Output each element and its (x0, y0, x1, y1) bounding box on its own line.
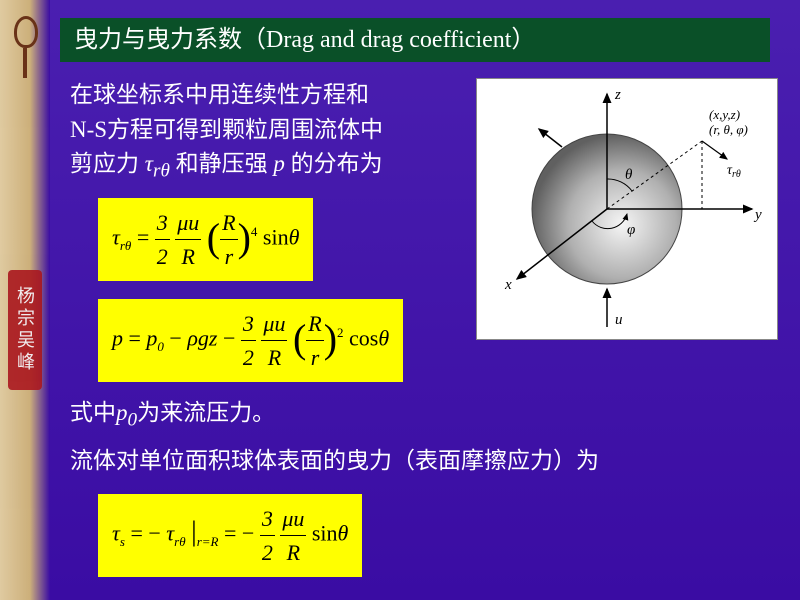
mid1a: 式中 (70, 400, 116, 425)
f3-cond: r=R (197, 534, 219, 549)
p-symbol: p (273, 151, 285, 176)
decorative-strip: 杨宗吴峰 (0, 0, 50, 600)
f3-theta: θ (338, 521, 349, 546)
f2-den2: 2 (241, 341, 256, 374)
mid-text-2: 流体对单位面积球体表面的曳力（表面摩擦应力）为 (70, 444, 770, 479)
diag-x: x (504, 277, 512, 293)
f2-p0sub: 0 (157, 339, 164, 354)
f1-sin: sin (263, 225, 289, 250)
f1-sub: rθ (120, 238, 131, 253)
f3-ts: τ (112, 521, 120, 546)
f2-num3: 3 (241, 307, 256, 341)
diag-z: z (614, 87, 621, 103)
f2-mu: μ (263, 311, 274, 336)
f2-g: g (198, 326, 209, 351)
seal-stamp: 杨宗吴峰 (8, 270, 42, 390)
f1-tau: τ (112, 225, 120, 250)
f1-u: u (188, 210, 199, 235)
f1-den2: 2 (155, 240, 170, 273)
diag-phi: φ (627, 222, 635, 238)
f1-pow: 4 (251, 225, 258, 240)
svg-text:τrθ: τrθ (727, 163, 741, 180)
f3-R: R (280, 536, 306, 569)
f2-p0: p (146, 326, 157, 351)
f2-z: z (209, 326, 218, 351)
f2-Rn: R (306, 307, 323, 341)
diag-coord2: (r, θ, φ) (709, 122, 748, 137)
intro-text: 在球坐标系中用连续性方程和 N-S方程可得到颗粒周围流体中 剪应力 τrθ 和静… (70, 78, 450, 186)
intro-line-3c: 的分布为 (285, 151, 383, 176)
mid1b: 为来流压力。 (137, 400, 275, 425)
f3-tausub: rθ (174, 534, 185, 549)
intro-line-1: 在球坐标系中用连续性方程和 (70, 82, 369, 107)
f3-num3: 3 (260, 502, 275, 536)
intro-line-3a: 剪应力 (70, 151, 145, 176)
formula-tau: τrθ = 32 μuR (Rr)4 sinθ (98, 198, 313, 281)
pin-icon (14, 16, 36, 76)
f2-rd: r (306, 341, 323, 374)
f1-R: R (175, 240, 201, 273)
slide: 杨宗吴峰 曳力与曳力系数（Drag and drag coefficient） … (0, 0, 800, 600)
f3-den2: 2 (260, 536, 275, 569)
diag-u: u (615, 312, 623, 328)
diag-coord1: (x,y,z) (709, 107, 740, 122)
tau-subscript: rθ (153, 161, 170, 182)
formula-p: p = p0 − ρgz − 32 μuR (Rr)2 cosθ (98, 299, 403, 382)
f2-u: u (274, 311, 285, 336)
f1-theta: θ (289, 225, 300, 250)
f2-cos: cos (349, 326, 378, 351)
diag-y: y (753, 207, 762, 223)
sphere-svg: z y x u θ φ τrθ (x,y,z) (477, 79, 777, 339)
f2-rho: ρ (187, 326, 198, 351)
f3-sin: sin (312, 521, 338, 546)
intro-line-2: N-S方程可得到颗粒周围流体中 (70, 117, 383, 142)
slide-title: 曳力与曳力系数（Drag and drag coefficient） (60, 18, 770, 62)
intro-line-3b: 和静压强 (170, 151, 274, 176)
f1-rd: r (220, 240, 237, 273)
f3-mu: μ (282, 506, 293, 531)
mid1-p0sub: 0 (128, 410, 138, 431)
mid1-p0: p (116, 400, 128, 425)
sphere-diagram: z y x u θ φ τrθ (x,y,z) (476, 78, 778, 340)
f2-R: R (261, 341, 287, 374)
formula-ts: τs = − τrθ |r=R = − 32 μuR sinθ (98, 494, 362, 577)
f1-mu: μ (177, 210, 188, 235)
diag-theta: θ (625, 167, 633, 183)
mid-text-1: 式中p0为来流压力。 (70, 396, 770, 435)
f3-tssub: s (120, 534, 125, 549)
f2-p: p (112, 326, 123, 351)
f3-u: u (293, 506, 304, 531)
f1-Rn: R (220, 206, 237, 240)
diag-tausub: rθ (732, 169, 741, 180)
f1-num3: 3 (155, 206, 170, 240)
tau-symbol: τ (145, 151, 153, 176)
f2-theta: θ (378, 326, 389, 351)
f2-pow: 2 (337, 326, 344, 341)
f3-tau: τ (166, 521, 174, 546)
